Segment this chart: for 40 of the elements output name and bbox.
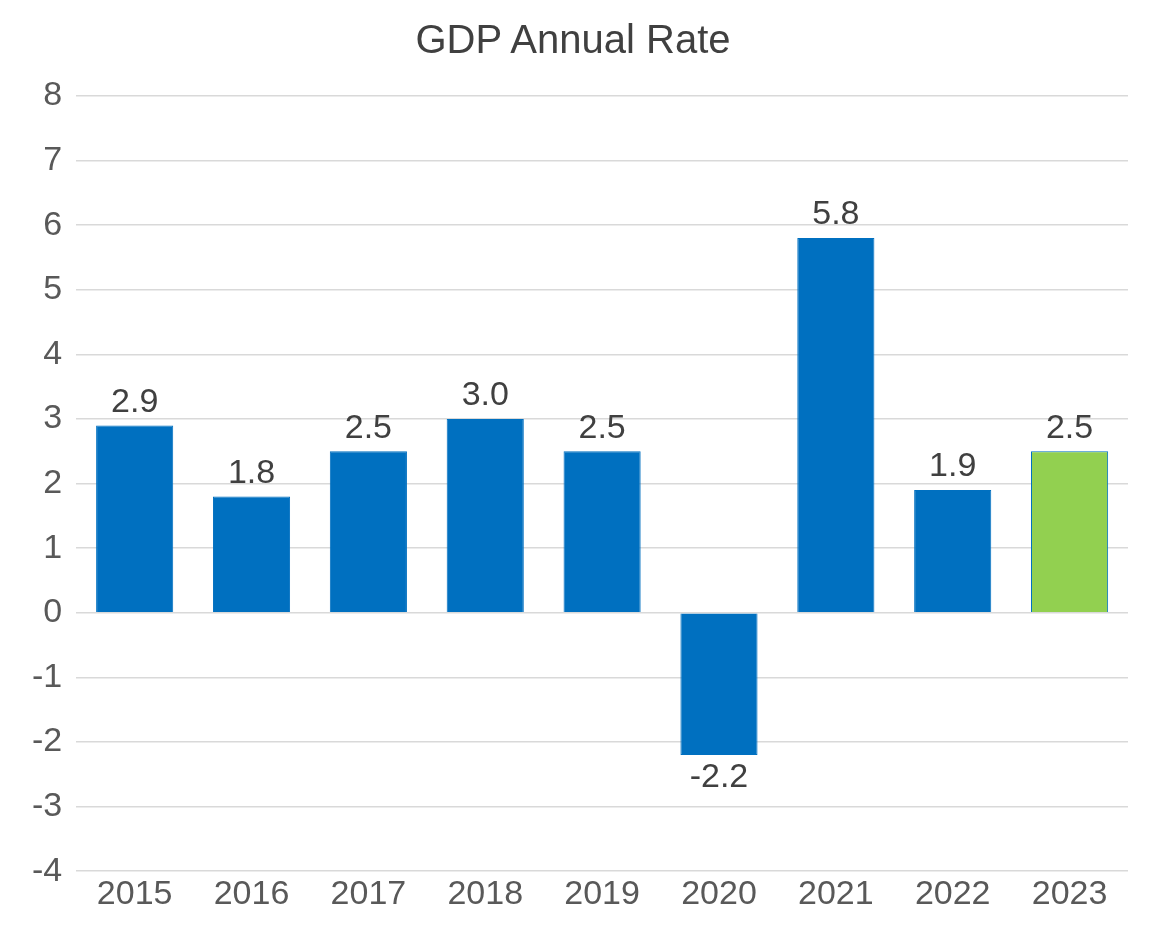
data-label: 5.8 [812, 193, 860, 232]
y-tick-label: 1 [43, 526, 63, 565]
data-label: 2.5 [578, 406, 626, 445]
chart-title: GDP Annual Rate [415, 17, 731, 62]
data-label: 2.5 [1045, 406, 1094, 445]
x-tick-label: 2020 [681, 872, 757, 911]
data-label: 1.9 [929, 445, 977, 484]
y-tick-label: 4 [43, 332, 63, 371]
data-label: 3.0 [461, 374, 509, 413]
data-label: -2.2 [689, 756, 749, 795]
bar [212, 496, 291, 613]
y-tick-label: -1 [32, 655, 63, 694]
y-tick-label: 2 [43, 461, 63, 500]
y-tick-label: -3 [32, 784, 63, 823]
x-tick-label: 2017 [330, 872, 407, 911]
data-label: 2.5 [344, 406, 393, 445]
y-tick-label: 6 [43, 203, 63, 242]
data-label: 2.9 [111, 380, 159, 419]
y-tick-label: 3 [43, 397, 63, 436]
y-tick-label: -2 [32, 720, 63, 759]
bar [329, 451, 407, 613]
bar [914, 490, 992, 613]
y-tick-label: 5 [43, 268, 63, 307]
y-tick-label: 0 [43, 591, 63, 630]
x-tick-label: 2021 [798, 872, 874, 911]
bar [96, 425, 174, 613]
x-tick-label: 2023 [1031, 872, 1108, 911]
bar [563, 451, 641, 613]
x-tick-label: 2016 [213, 872, 290, 911]
bar [797, 238, 875, 613]
bar [680, 613, 758, 755]
y-tick-label: 7 [43, 138, 63, 177]
y-tick-label: 8 [43, 74, 63, 113]
x-tick-label: 2022 [914, 872, 991, 911]
x-tick-label: 2018 [447, 872, 524, 911]
x-tick-label: 2019 [564, 872, 640, 911]
x-tick-label: 2015 [96, 872, 173, 911]
data-label: 1.8 [227, 451, 276, 490]
bar [446, 419, 524, 613]
y-tick-label: -4 [32, 849, 63, 888]
